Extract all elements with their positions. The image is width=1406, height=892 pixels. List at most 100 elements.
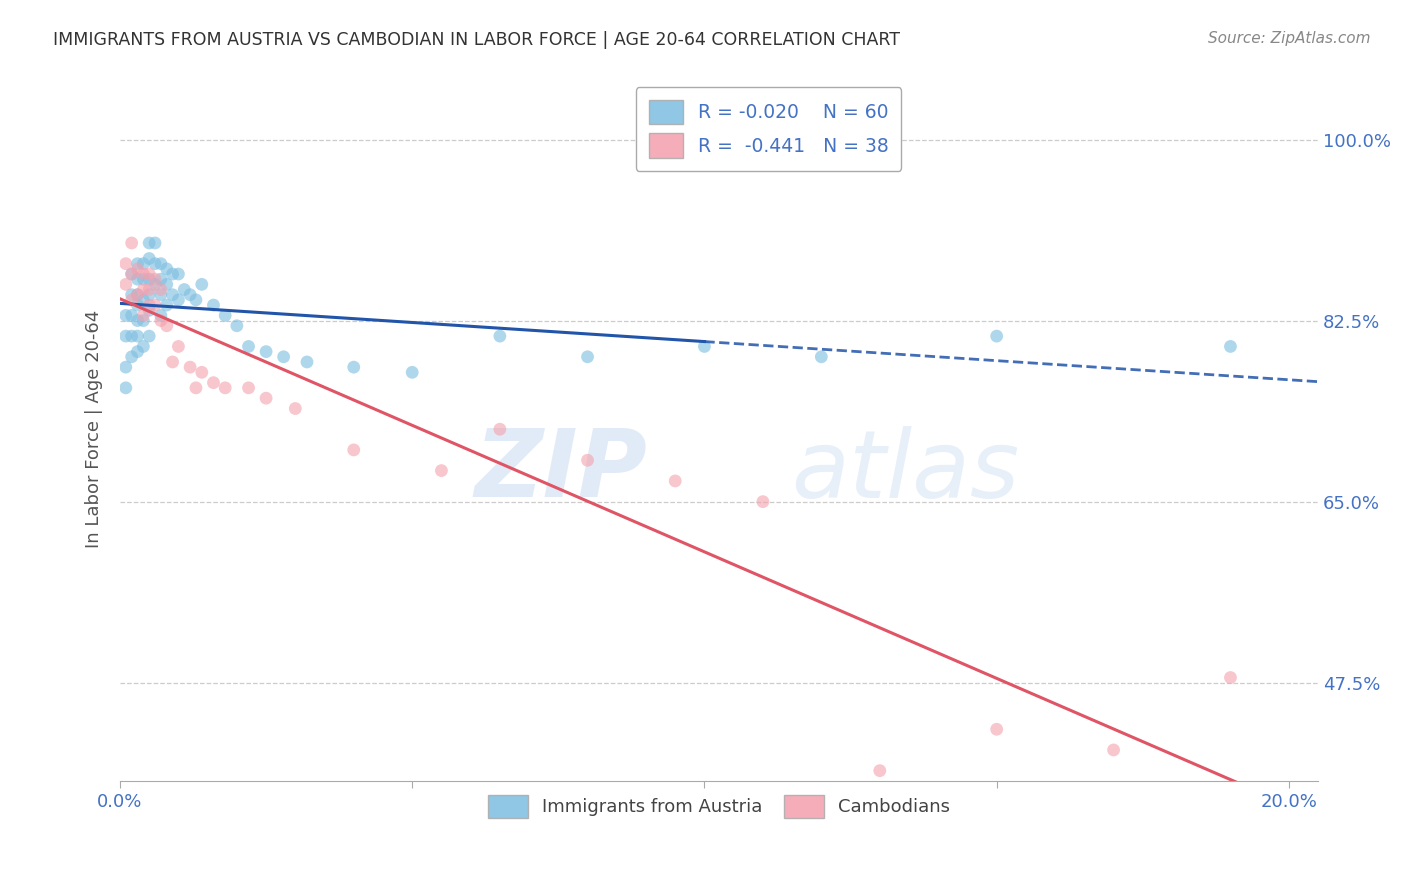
Point (143, 298, 166, 312)
Point (121, 293, 143, 307)
Point (143, 235, 166, 250)
Point (138, 235, 160, 250)
Point (143, 257, 166, 271)
Point (489, 329, 512, 343)
Point (127, 287, 149, 301)
Point (254, 391, 277, 405)
Point (295, 355, 318, 369)
Point (693, 339, 716, 353)
Point (114, 257, 136, 271)
Point (343, 360, 366, 375)
Point (167, 339, 190, 353)
Point (162, 355, 184, 369)
Point (132, 339, 155, 353)
Y-axis label: In Labor Force | Age 20-64: In Labor Force | Age 20-64 (86, 310, 103, 549)
Point (127, 272, 149, 286)
Legend: Immigrants from Austria, Cambodians: Immigrants from Austria, Cambodians (481, 789, 957, 825)
Point (179, 360, 201, 375)
Point (576, 350, 599, 364)
Point (127, 344, 149, 359)
Point (114, 277, 136, 292)
Point (238, 339, 260, 353)
Point (191, 365, 214, 379)
Point (143, 277, 166, 292)
Point (127, 298, 149, 312)
Point (489, 422, 512, 436)
Point (752, 494, 775, 508)
Point (238, 381, 260, 395)
Point (138, 267, 160, 281)
Point (156, 261, 179, 276)
Point (127, 287, 149, 301)
Point (284, 401, 307, 416)
Point (132, 293, 155, 307)
Point (986, 723, 1008, 737)
Point (138, 298, 160, 312)
Point (1219, 339, 1241, 353)
Point (156, 277, 179, 292)
Point (114, 309, 136, 323)
Point (121, 309, 143, 323)
Point (121, 287, 143, 301)
Point (576, 453, 599, 467)
Point (121, 350, 143, 364)
Point (810, 350, 832, 364)
Point (202, 376, 225, 390)
Point (869, 764, 891, 778)
Point (162, 287, 184, 301)
Point (149, 313, 172, 327)
Point (132, 267, 155, 281)
Point (273, 350, 295, 364)
Point (184, 381, 207, 395)
Point (167, 293, 190, 307)
Point (191, 277, 214, 292)
Point (138, 303, 160, 318)
Point (1102, 743, 1125, 757)
Point (343, 442, 366, 457)
Point (127, 313, 149, 327)
Point (149, 283, 172, 297)
Point (121, 329, 143, 343)
Point (173, 283, 195, 297)
Point (179, 287, 201, 301)
Point (132, 283, 155, 297)
Point (225, 318, 247, 333)
Point (132, 272, 155, 286)
Point (132, 257, 155, 271)
Point (156, 318, 179, 333)
Point (127, 261, 149, 276)
Point (664, 474, 686, 488)
Text: IMMIGRANTS FROM AUSTRIA VS CAMBODIAN IN LABOR FORCE | AGE 20-64 CORRELATION CHAR: IMMIGRANTS FROM AUSTRIA VS CAMBODIAN IN … (53, 31, 900, 49)
Text: atlas: atlas (792, 426, 1019, 517)
Point (986, 329, 1008, 343)
Point (430, 464, 453, 478)
Point (1219, 671, 1241, 685)
Point (149, 257, 172, 271)
Point (138, 272, 160, 286)
Point (162, 267, 184, 281)
Point (114, 360, 136, 375)
Point (401, 365, 423, 379)
Point (127, 329, 149, 343)
Point (254, 344, 277, 359)
Point (156, 298, 179, 312)
Text: ZIP: ZIP (474, 425, 647, 517)
Point (143, 272, 166, 286)
Point (214, 309, 236, 323)
Point (127, 257, 149, 271)
Point (167, 267, 190, 281)
Point (138, 252, 160, 266)
Point (138, 287, 160, 301)
Point (149, 309, 172, 323)
Point (138, 329, 160, 343)
Point (138, 283, 160, 297)
Point (121, 235, 143, 250)
Point (202, 298, 225, 312)
Point (114, 381, 136, 395)
Point (121, 267, 143, 281)
Point (114, 329, 136, 343)
Text: Source: ZipAtlas.com: Source: ZipAtlas.com (1208, 31, 1371, 46)
Point (132, 313, 155, 327)
Point (149, 287, 172, 301)
Point (214, 381, 236, 395)
